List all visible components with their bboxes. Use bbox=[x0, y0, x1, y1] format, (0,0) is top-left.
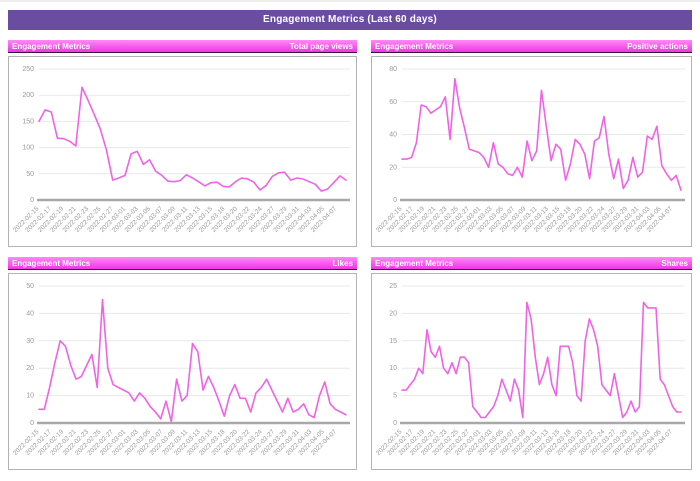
positive-actions-chart: 0 20 40 60 80 2022-02-15 2022-02-17 2022-02-19 2… bbox=[371, 56, 692, 247]
chart-card-likes: Engagement Metrics Likes 0 10 20 30 40 50 2022… bbox=[8, 257, 357, 470]
svg-text:10: 10 bbox=[26, 393, 34, 400]
svg-text:60: 60 bbox=[389, 99, 397, 106]
svg-text:5: 5 bbox=[393, 393, 397, 400]
svg-text:150: 150 bbox=[22, 118, 34, 125]
chart-card-header: Engagement Metrics Shares bbox=[371, 257, 692, 270]
svg-text:0: 0 bbox=[30, 197, 34, 204]
likes-chart: 0 10 20 30 40 50 2022-02-15 2022-02-17 2022-02-1… bbox=[8, 273, 357, 470]
chart-card-positive-actions: Engagement Metrics Positive actions 0 20 4… bbox=[371, 40, 692, 247]
svg-text:25: 25 bbox=[389, 283, 397, 290]
chart-card-shares: Engagement Metrics Shares 0 5 10 15 20 25 2022… bbox=[371, 257, 692, 470]
chart-metric-label: Total page views bbox=[289, 41, 353, 51]
svg-text:20: 20 bbox=[389, 310, 397, 317]
chart-metric-label: Positive actions bbox=[627, 41, 688, 51]
chart-title: Engagement Metrics bbox=[12, 258, 91, 268]
svg-text:100: 100 bbox=[22, 145, 34, 152]
svg-text:10: 10 bbox=[389, 365, 397, 372]
charts-grid: Engagement Metrics Total page views 0 50 1… bbox=[0, 40, 700, 470]
svg-text:40: 40 bbox=[389, 132, 397, 139]
chart-title: Engagement Metrics bbox=[375, 41, 454, 51]
svg-text:15: 15 bbox=[389, 338, 397, 345]
svg-text:200: 200 bbox=[22, 92, 34, 99]
page-title: Engagement Metrics (Last 60 days) bbox=[8, 10, 692, 30]
svg-text:0: 0 bbox=[393, 420, 397, 427]
svg-text:50: 50 bbox=[26, 283, 34, 290]
svg-text:40: 40 bbox=[26, 310, 34, 317]
shares-chart: 0 5 10 15 20 25 2022-02-15 2022-02-17 2022-02-19… bbox=[371, 273, 692, 470]
svg-text:0: 0 bbox=[30, 420, 34, 427]
svg-text:250: 250 bbox=[22, 66, 34, 73]
chart-card-total-page-views: Engagement Metrics Total page views 0 50 1… bbox=[8, 40, 357, 247]
chart-metric-label: Shares bbox=[661, 258, 688, 268]
chart-title: Engagement Metrics bbox=[375, 258, 454, 268]
dashboard-page: Engagement Metrics (Last 60 days) Engage… bbox=[0, 10, 700, 481]
svg-text:0: 0 bbox=[393, 197, 397, 204]
chart-card-header: Engagement Metrics Positive actions bbox=[371, 40, 692, 53]
chart-card-header: Engagement Metrics Likes bbox=[8, 257, 357, 270]
svg-text:20: 20 bbox=[389, 164, 397, 171]
chart-card-header: Engagement Metrics Total page views bbox=[8, 40, 357, 53]
svg-text:50: 50 bbox=[26, 171, 34, 178]
chart-title: Engagement Metrics bbox=[12, 41, 91, 51]
svg-text:80: 80 bbox=[389, 66, 397, 73]
total-page-views-chart: 0 50 100 150 200 250 2022-02-15 2022-02-17 2022-… bbox=[8, 56, 357, 247]
svg-text:20: 20 bbox=[26, 365, 34, 372]
chart-metric-label: Likes bbox=[332, 258, 353, 268]
svg-text:30: 30 bbox=[26, 338, 34, 345]
